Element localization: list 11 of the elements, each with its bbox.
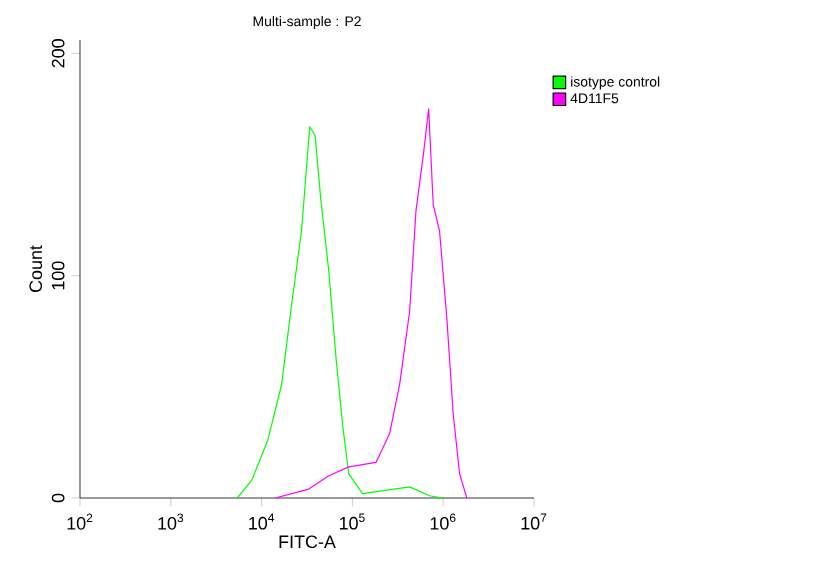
- x-tick-label: 10$^{7}$: [521, 513, 547, 530]
- y-tick-label: 200: [51, 39, 65, 68]
- x-tick-label: 10$^{6}$: [430, 513, 456, 530]
- x-tick-label: 10$^{3}$: [158, 513, 184, 530]
- x-tick-label: 10$^{5}$: [339, 513, 365, 530]
- y-tick-label: 0: [51, 493, 65, 503]
- x-tick-label: 10$^{2}$: [67, 513, 93, 530]
- y-tick-label: 100: [51, 261, 65, 290]
- x-axis-title: FITC-A: [279, 535, 336, 549]
- x-tick-label: 10$^{4}$: [249, 513, 275, 530]
- y-axis-title: Count: [29, 245, 43, 293]
